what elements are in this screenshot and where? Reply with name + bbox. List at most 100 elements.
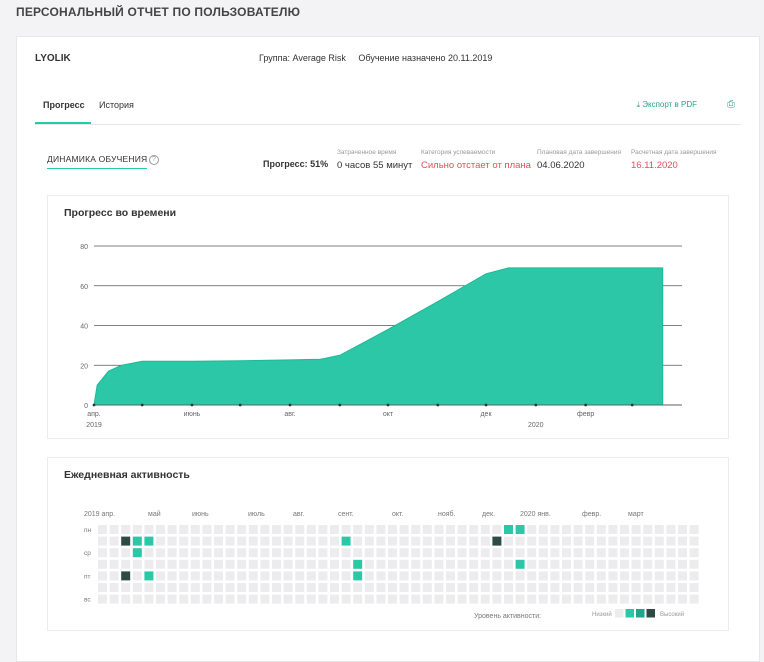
activity-cell[interactable] xyxy=(214,583,223,592)
activity-cell[interactable] xyxy=(562,571,571,581)
activity-cell[interactable] xyxy=(480,536,490,546)
activity-cell[interactable] xyxy=(190,548,200,558)
activity-cell[interactable] xyxy=(318,594,328,604)
activity-cell[interactable] xyxy=(202,525,212,534)
activity-cell[interactable] xyxy=(295,548,305,558)
activity-cell[interactable] xyxy=(272,583,281,592)
activity-cell[interactable] xyxy=(620,583,629,592)
activity-cell[interactable] xyxy=(689,525,699,534)
activity-cell[interactable] xyxy=(295,536,305,546)
activity-cell[interactable] xyxy=(132,583,142,592)
activity-cell[interactable] xyxy=(376,559,386,569)
activity-cell[interactable] xyxy=(480,548,490,558)
activity-cell[interactable] xyxy=(388,559,397,569)
activity-cell[interactable] xyxy=(573,559,583,569)
activity-cell[interactable] xyxy=(272,525,281,534)
activity-cell[interactable] xyxy=(237,536,247,546)
activity-cell[interactable] xyxy=(237,594,247,604)
activity-cell[interactable] xyxy=(364,594,374,604)
activity-cell[interactable] xyxy=(643,594,653,604)
activity-cell[interactable] xyxy=(283,548,293,558)
activity-cell[interactable] xyxy=(643,525,653,534)
activity-cell[interactable] xyxy=(538,548,548,558)
activity-cell[interactable] xyxy=(98,559,107,569)
activity-cell[interactable] xyxy=(480,559,490,569)
activity-cell[interactable] xyxy=(492,571,502,581)
activity-cell[interactable] xyxy=(388,594,397,604)
activity-cell[interactable] xyxy=(330,594,339,604)
activity-cell[interactable] xyxy=(504,594,513,604)
activity-cell[interactable] xyxy=(109,571,119,581)
activity-cell[interactable] xyxy=(434,594,444,604)
activity-cell[interactable] xyxy=(98,525,107,534)
help-icon[interactable]: ? xyxy=(149,155,159,165)
activity-cell[interactable] xyxy=(167,583,177,592)
activity-cell[interactable] xyxy=(504,536,513,546)
activity-cell[interactable] xyxy=(678,594,687,604)
activity-cell[interactable] xyxy=(214,525,223,534)
activity-cell[interactable] xyxy=(585,571,595,581)
activity-cell[interactable] xyxy=(631,583,641,592)
activity-cell[interactable] xyxy=(678,548,687,558)
activity-cell[interactable] xyxy=(109,559,119,569)
activity-cell[interactable] xyxy=(678,536,687,546)
activity-cell[interactable] xyxy=(585,559,595,569)
activity-cell[interactable] xyxy=(504,548,513,558)
activity-cell[interactable] xyxy=(434,571,444,581)
activity-cell[interactable] xyxy=(179,548,189,558)
activity-cell[interactable] xyxy=(260,559,270,569)
activity-cell[interactable] xyxy=(132,571,142,581)
activity-cell[interactable] xyxy=(376,548,386,558)
activity-cell[interactable] xyxy=(225,583,235,592)
activity-cell[interactable] xyxy=(515,548,525,558)
activity-cell[interactable] xyxy=(596,559,606,569)
activity-cell[interactable] xyxy=(689,559,699,569)
activity-cell[interactable] xyxy=(341,583,351,592)
activity-cell[interactable] xyxy=(538,594,548,604)
activity-cell[interactable] xyxy=(167,559,177,569)
activity-cell[interactable] xyxy=(527,536,537,546)
activity-cell[interactable] xyxy=(121,583,131,592)
activity-cell[interactable] xyxy=(283,525,293,534)
activity-cell[interactable] xyxy=(121,536,131,546)
activity-cell[interactable] xyxy=(504,559,513,569)
activity-cell[interactable] xyxy=(550,559,560,569)
activity-cell[interactable] xyxy=(376,536,386,546)
activity-cell[interactable] xyxy=(666,548,676,558)
activity-cell[interactable] xyxy=(515,583,525,592)
activity-cell[interactable] xyxy=(295,559,305,569)
tab-progress[interactable]: Прогресс xyxy=(35,100,91,124)
activity-cell[interactable] xyxy=(260,548,270,558)
activity-cell[interactable] xyxy=(550,594,560,604)
activity-cell[interactable] xyxy=(504,571,513,581)
activity-cell[interactable] xyxy=(654,594,664,604)
activity-cell[interactable] xyxy=(376,583,386,592)
activity-cell[interactable] xyxy=(631,536,641,546)
activity-cell[interactable] xyxy=(480,583,490,592)
activity-cell[interactable] xyxy=(248,548,258,558)
activity-cell[interactable] xyxy=(411,525,421,534)
export-pdf-link[interactable]: ⤓ Экспорт в PDF xyxy=(636,100,697,110)
activity-cell[interactable] xyxy=(608,559,618,569)
activity-cell[interactable] xyxy=(353,548,363,558)
activity-cell[interactable] xyxy=(202,594,212,604)
activity-cell[interactable] xyxy=(214,548,223,558)
activity-cell[interactable] xyxy=(202,571,212,581)
activity-cell[interactable] xyxy=(538,571,548,581)
activity-cell[interactable] xyxy=(562,548,571,558)
activity-cell[interactable] xyxy=(144,548,154,558)
activity-cell[interactable] xyxy=(654,559,664,569)
activity-cell[interactable] xyxy=(446,583,455,592)
activity-cell[interactable] xyxy=(480,594,490,604)
activity-cell[interactable] xyxy=(144,583,154,592)
activity-cell[interactable] xyxy=(353,571,363,581)
activity-cell[interactable] xyxy=(469,594,479,604)
activity-cell[interactable] xyxy=(411,548,421,558)
activity-cell[interactable] xyxy=(306,525,316,534)
activity-cell[interactable] xyxy=(283,583,293,592)
activity-cell[interactable] xyxy=(573,583,583,592)
activity-cell[interactable] xyxy=(272,536,281,546)
activity-cell[interactable] xyxy=(306,571,316,581)
activity-cell[interactable] xyxy=(631,525,641,534)
activity-cell[interactable] xyxy=(98,583,107,592)
